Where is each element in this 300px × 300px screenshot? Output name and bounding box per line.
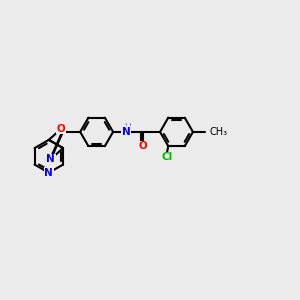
Text: N: N — [46, 154, 55, 164]
Text: O: O — [138, 141, 147, 152]
Text: CH₃: CH₃ — [210, 127, 228, 137]
Text: Cl: Cl — [161, 152, 172, 162]
Text: N: N — [122, 127, 131, 137]
Text: H: H — [124, 123, 131, 132]
Text: O: O — [57, 124, 65, 134]
Text: N: N — [44, 168, 53, 178]
